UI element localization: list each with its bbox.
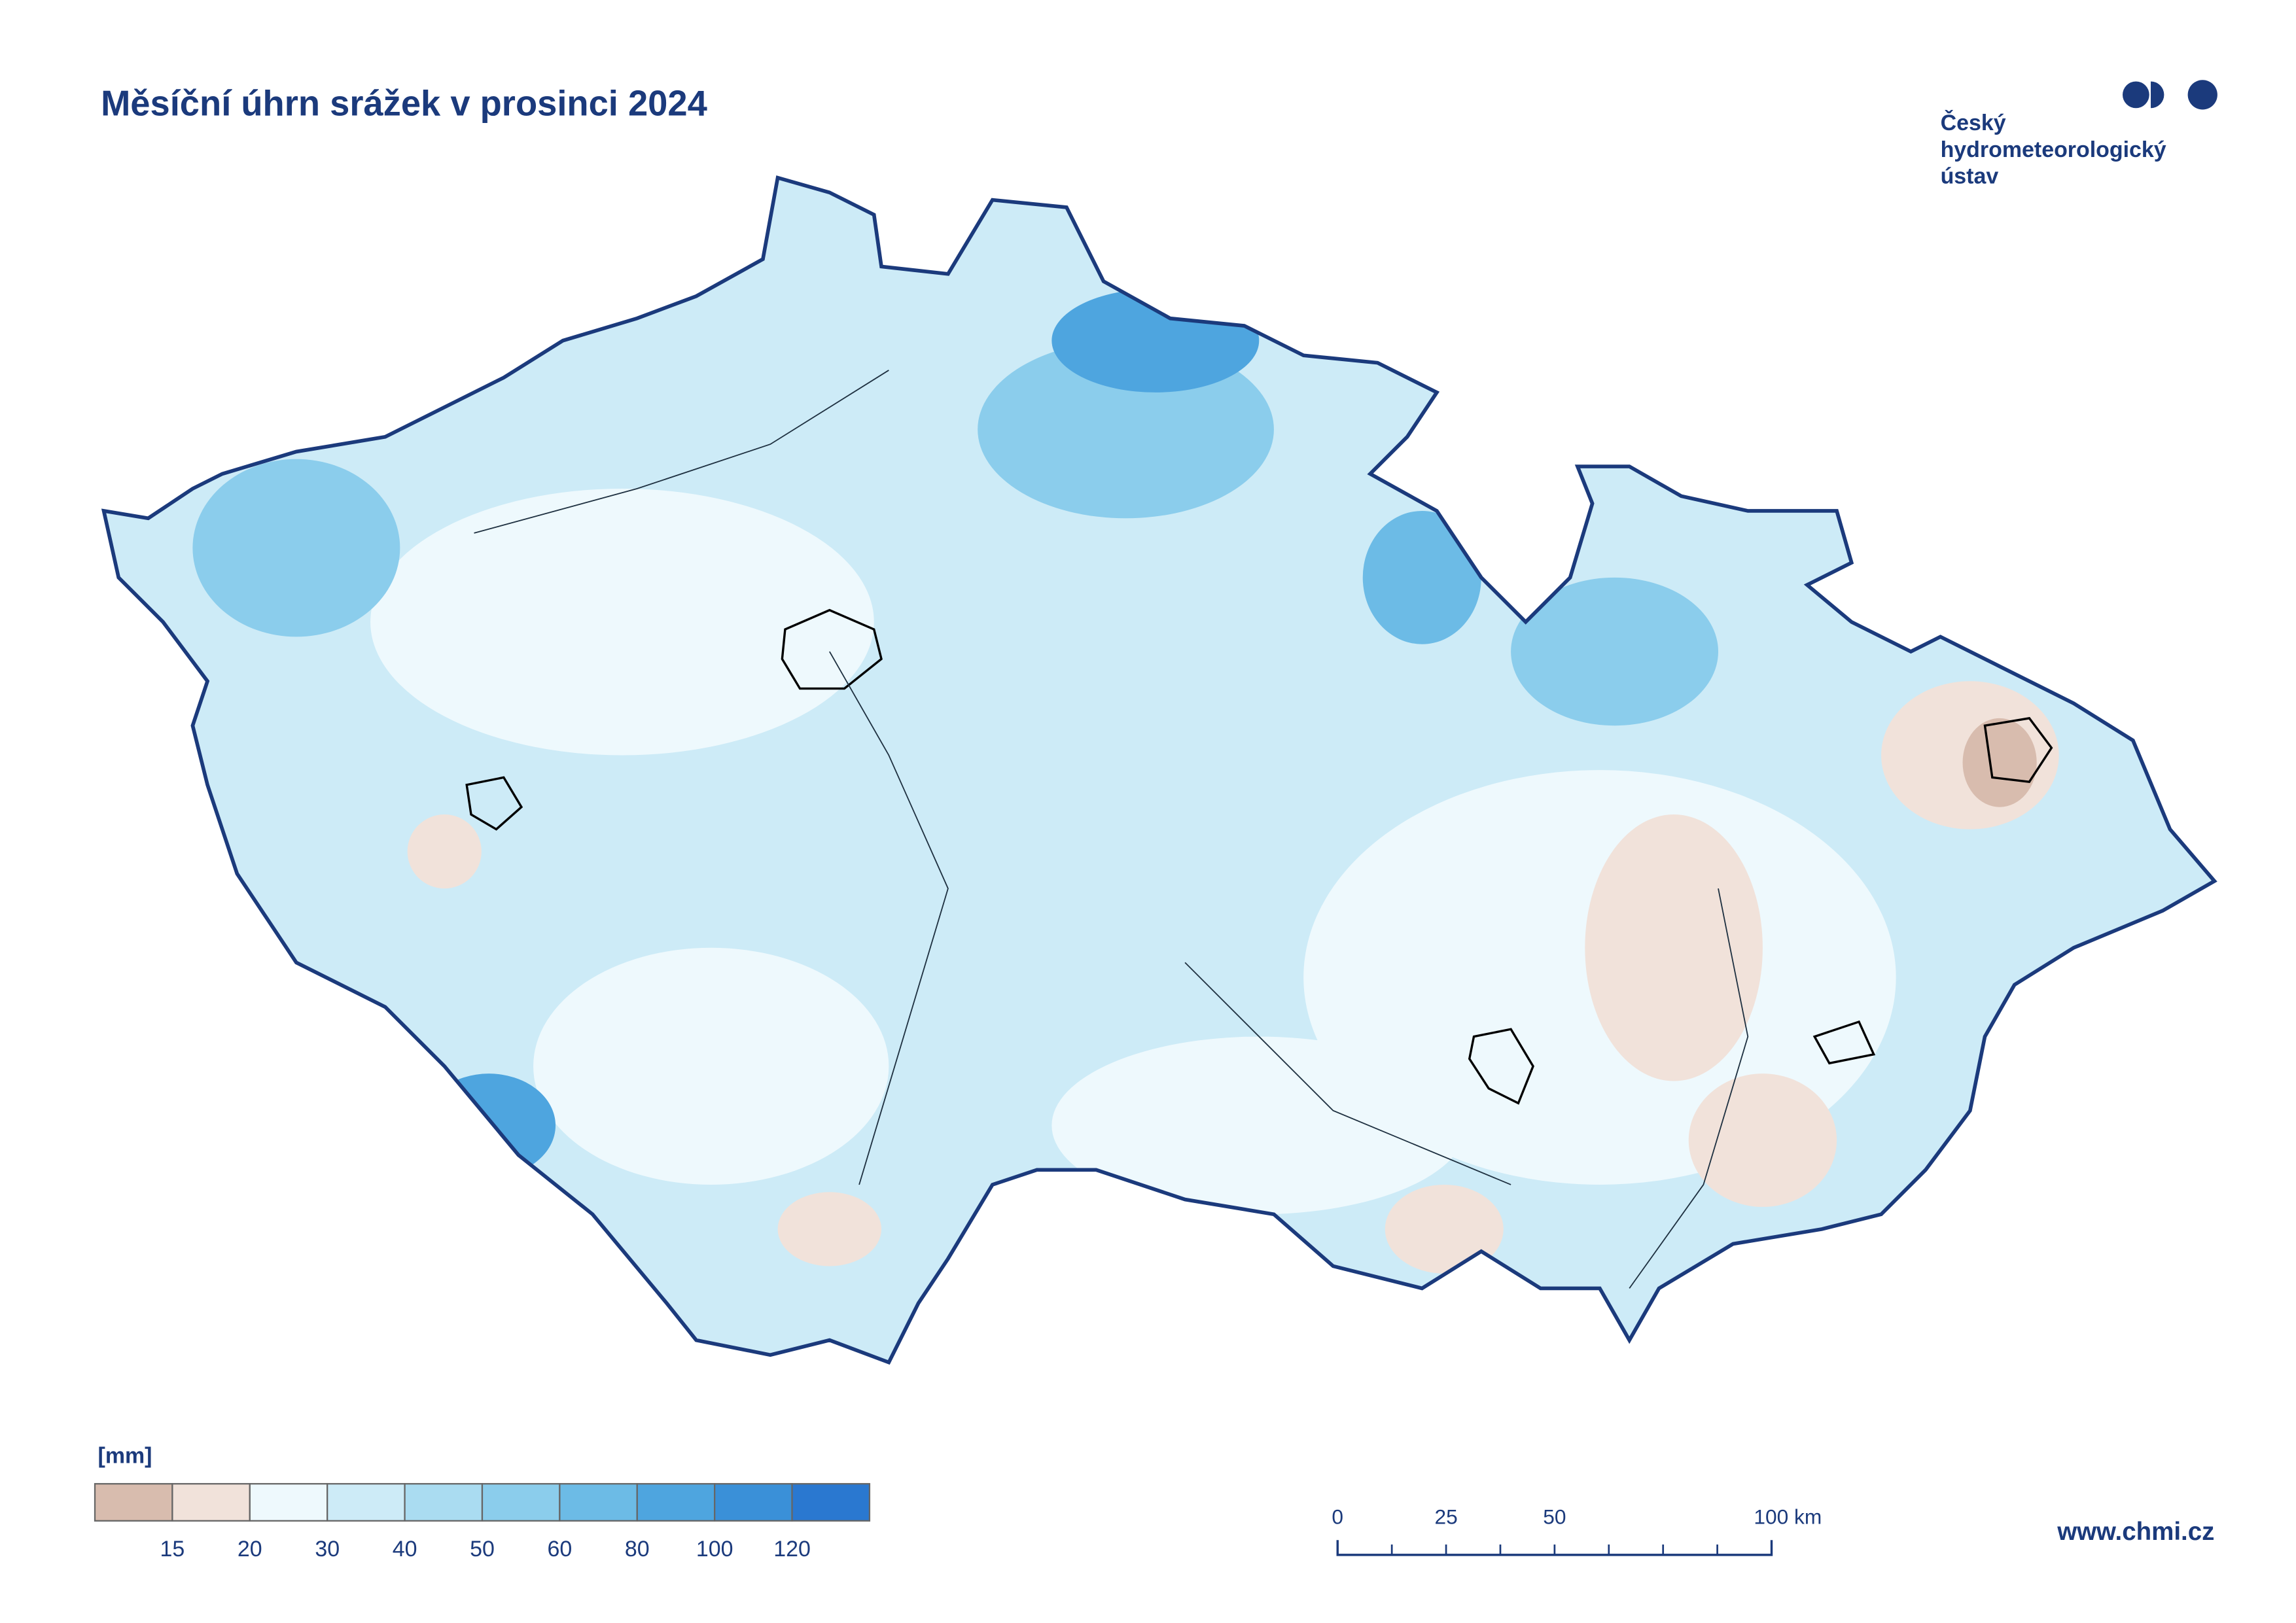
logo-text: Český [1941, 110, 2006, 135]
zone [1688, 1073, 1837, 1207]
city [1983, 717, 2053, 784]
scale-label: 50 [1543, 1505, 1566, 1528]
zone [1585, 814, 1763, 1081]
logo-text: hydrometeorologický [1941, 137, 2166, 162]
legend-swatch [249, 1483, 328, 1522]
logo: Český hydrometeorologický ústav [1941, 80, 2217, 189]
river [1184, 962, 1511, 1185]
zone [1362, 510, 1481, 644]
legend-swatch [94, 1483, 173, 1522]
zone [1051, 288, 1260, 393]
zone [1051, 1036, 1467, 1215]
precip-field [103, 177, 2215, 1363]
zone [1385, 1184, 1504, 1274]
legend-swatch [481, 1483, 561, 1522]
zone [533, 947, 889, 1185]
legend-swatch [559, 1483, 638, 1522]
legend-swatch [791, 1483, 871, 1522]
logo-dot [2151, 81, 2164, 109]
legend: 15 20 30 40 50 60 80 100 120 [94, 1483, 871, 1562]
logo-dot [2187, 80, 2217, 110]
logo-dot [2123, 81, 2149, 109]
cities [465, 608, 2053, 1105]
scale-label: 25 [1434, 1505, 1457, 1528]
logo-text: ústav [1941, 164, 1999, 189]
scale-bar: 0 25 50 100 km [1332, 1505, 1822, 1556]
legend-swatch [714, 1483, 793, 1522]
zone [407, 814, 482, 889]
legend-label: 120 [773, 1537, 811, 1562]
city [1812, 1020, 1876, 1065]
zone [1962, 718, 2037, 807]
scale-label: 0 [1332, 1505, 1343, 1528]
legend-unit: [mm] [98, 1444, 152, 1469]
river [474, 370, 889, 534]
legend-label: 20 [238, 1537, 262, 1562]
legend-swatch [171, 1483, 251, 1522]
zone [1511, 577, 1719, 726]
title: Měsíční úhrn srážek v prosinci 2024 [101, 84, 707, 124]
zone [192, 459, 400, 637]
city [465, 776, 523, 831]
country-border [101, 175, 2217, 1365]
river [829, 651, 949, 1185]
legend-label: 100 [696, 1537, 733, 1562]
city [781, 608, 883, 690]
zone [777, 1192, 882, 1266]
zone [370, 489, 874, 756]
scale-label: 100 km [1754, 1505, 1822, 1528]
legend-label: 80 [625, 1537, 650, 1562]
zone [422, 1073, 556, 1178]
legend-swatch [404, 1483, 484, 1522]
legend-swatch [327, 1483, 406, 1522]
legend-label: 15 [160, 1537, 185, 1562]
legend-label: 60 [547, 1537, 572, 1562]
river [1629, 888, 1749, 1289]
legend-swatch [636, 1483, 716, 1522]
url: www.chmi.cz [2057, 1518, 2214, 1546]
city [1468, 1028, 1534, 1105]
legend-label: 50 [470, 1537, 495, 1562]
legend-label: 40 [393, 1537, 417, 1562]
legend-label: 30 [315, 1537, 340, 1562]
rivers [474, 370, 1749, 1289]
